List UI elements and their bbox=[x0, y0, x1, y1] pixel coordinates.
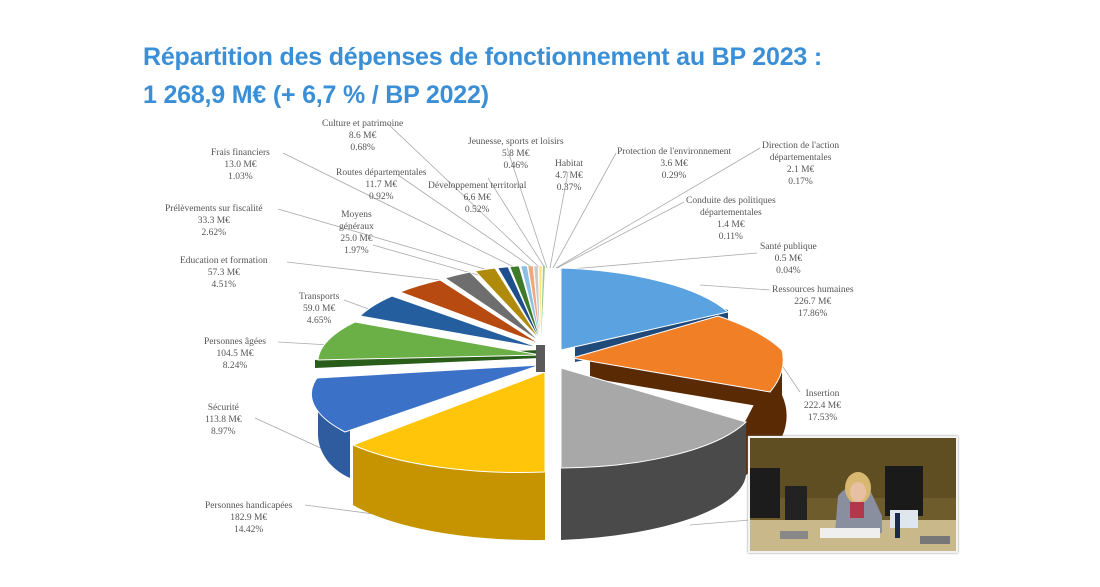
label-moyens-generaux: Moyens généraux 25.0 M€ 1.97% bbox=[339, 210, 374, 256]
label-personnes-agees: Personnes âgées 104.5 M€ 8.24% bbox=[204, 337, 266, 371]
label-frais-financiers: Frais financiers 13.0 M€ 1.03% bbox=[211, 148, 270, 182]
label-sante-publique: Santé publique 0.5 M€ 0.04% bbox=[760, 242, 817, 276]
label-developpement-territorial: Développement territorial 6.6 M€ 0.52% bbox=[428, 181, 527, 215]
label-jeunesse: Jeunesse, sports et loisirs 5.8 M€ 0.46% bbox=[468, 137, 564, 171]
video-overlay[interactable] bbox=[748, 436, 958, 553]
label-prelevements: Prélèvements sur fiscalité 33.3 M€ 2.62% bbox=[165, 204, 263, 238]
label-insertion: Insertion 222.4 M€ 17.53% bbox=[804, 389, 841, 423]
label-ressources-humaines: Ressources humaines 226.7 M€ 17.86% bbox=[772, 285, 854, 319]
leader-lines bbox=[254, 123, 801, 526]
speaker-video-frame bbox=[750, 438, 956, 551]
label-conduite-politiques: Conduite des politiques départementales … bbox=[686, 196, 776, 242]
label-transports: Transports 59.0 M€ 4.65% bbox=[299, 292, 340, 326]
label-culture: Culture et patrimoine 8.6 M€ 0.68% bbox=[322, 119, 404, 153]
label-direction-action: Direction de l'action départementales 2.… bbox=[762, 141, 840, 187]
label-routes: Routes départementales 11.7 M€ 0.92% bbox=[336, 168, 427, 202]
label-securite: Sécurité 113.8 M€ 8.97% bbox=[205, 403, 242, 437]
title-line-1: Répartition des dépenses de fonctionneme… bbox=[143, 43, 822, 71]
label-environnement: Protection de l'environnement 3.6 M€ 0.2… bbox=[617, 147, 732, 181]
slide-title: Répartition des dépenses de fonctionneme… bbox=[143, 38, 822, 114]
label-habitat: Habitat 4.7 M€ 0.37% bbox=[555, 159, 583, 193]
title-line-2: 1 268,9 M€ (+ 6,7 % / BP 2022) bbox=[143, 81, 489, 109]
label-education: Education et formation 57.3 M€ 4.51% bbox=[180, 256, 268, 290]
pie-slices bbox=[310, 265, 784, 473]
label-personnes-handicapees: Personnes handicapées 182.9 M€ 14.42% bbox=[205, 501, 293, 535]
